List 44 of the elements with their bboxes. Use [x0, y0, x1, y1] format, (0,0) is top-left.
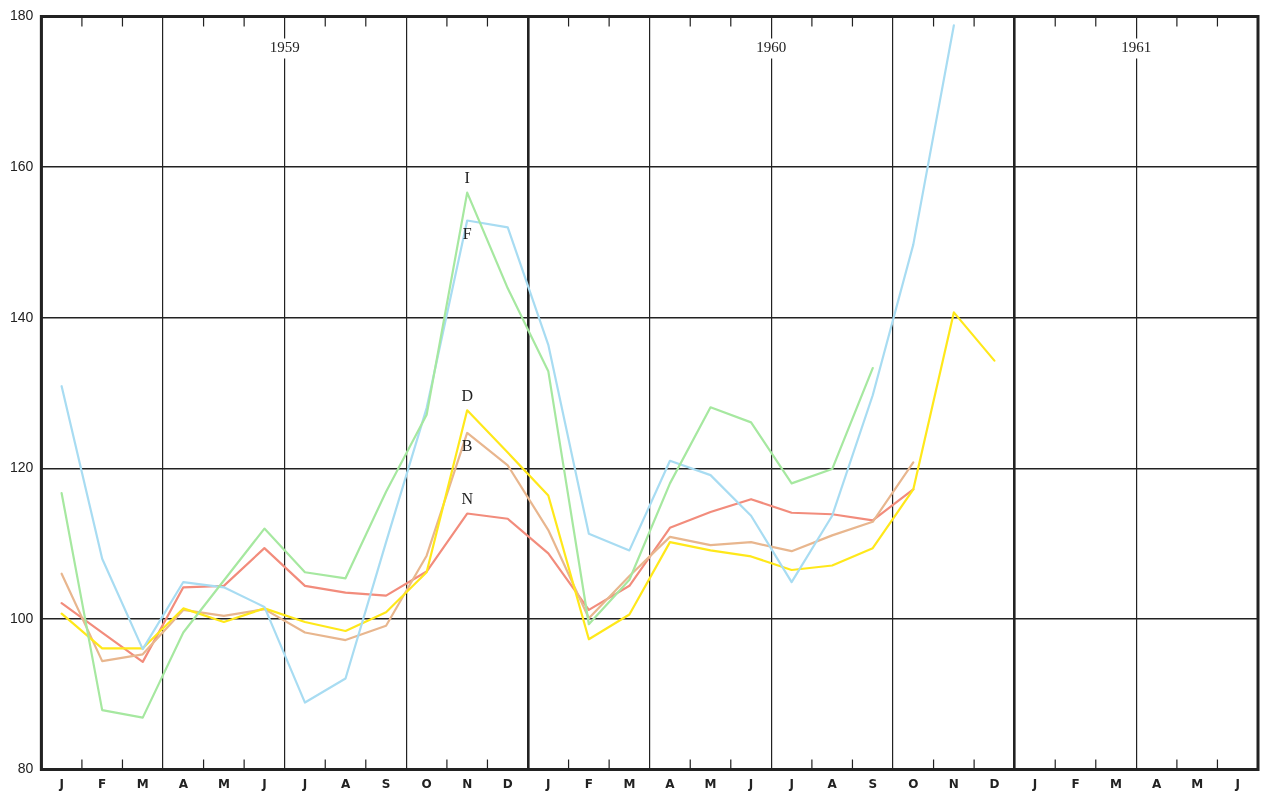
y-tick-label: 160: [10, 157, 34, 174]
x-tick-label: A: [1151, 776, 1162, 791]
x-tick-label: M: [136, 776, 149, 791]
series-label: F: [462, 224, 472, 242]
x-tick-label: M: [1191, 776, 1204, 791]
x-tick-label: F: [584, 776, 593, 791]
series-label: D: [461, 386, 473, 404]
x-tick-label: D: [502, 776, 513, 791]
x-tick-label: O: [908, 776, 919, 791]
series-label: B: [461, 437, 473, 455]
x-tick-label: A: [340, 776, 351, 791]
x-tick-label: J: [301, 776, 308, 791]
x-tick-label: J: [1234, 776, 1240, 791]
series-label: N: [461, 489, 474, 507]
x-tick-label: M: [1110, 776, 1123, 791]
x-tick-label: J: [1031, 776, 1038, 791]
annotation: 1961: [1121, 39, 1152, 56]
y-tick-label: 120: [10, 459, 34, 476]
x-tick-label: S: [868, 776, 878, 791]
x-tick-label: M: [623, 776, 636, 791]
annotation: 1960: [756, 39, 787, 56]
y-tick-label: 100: [10, 609, 34, 626]
x-tick-label: F: [1071, 776, 1080, 791]
x-tick-label: O: [421, 776, 432, 791]
x-tick-label: J: [788, 776, 794, 791]
y-tick-label: 140: [10, 308, 34, 325]
x-tick-label: S: [381, 776, 391, 791]
x-tick-label: M: [217, 776, 230, 791]
y-tick-label: 80: [17, 760, 34, 777]
y-tick-label: 180: [10, 7, 34, 24]
annotation: 1959: [269, 39, 300, 56]
x-tick-label: J: [545, 776, 551, 791]
x-tick-label: D: [989, 776, 1000, 791]
x-tick-label: N: [462, 776, 473, 791]
x-tick-label: N: [948, 776, 959, 791]
x-tick-label: A: [178, 776, 189, 791]
series-label: I: [464, 168, 470, 186]
x-tick-label: J: [58, 776, 64, 791]
x-tick-label: A: [827, 776, 838, 791]
x-tick-label: J: [747, 776, 754, 791]
x-tick-label: A: [665, 776, 676, 791]
x-tick-label: F: [98, 776, 107, 791]
x-tick-label: J: [261, 776, 267, 791]
x-tick-label: M: [704, 776, 717, 791]
